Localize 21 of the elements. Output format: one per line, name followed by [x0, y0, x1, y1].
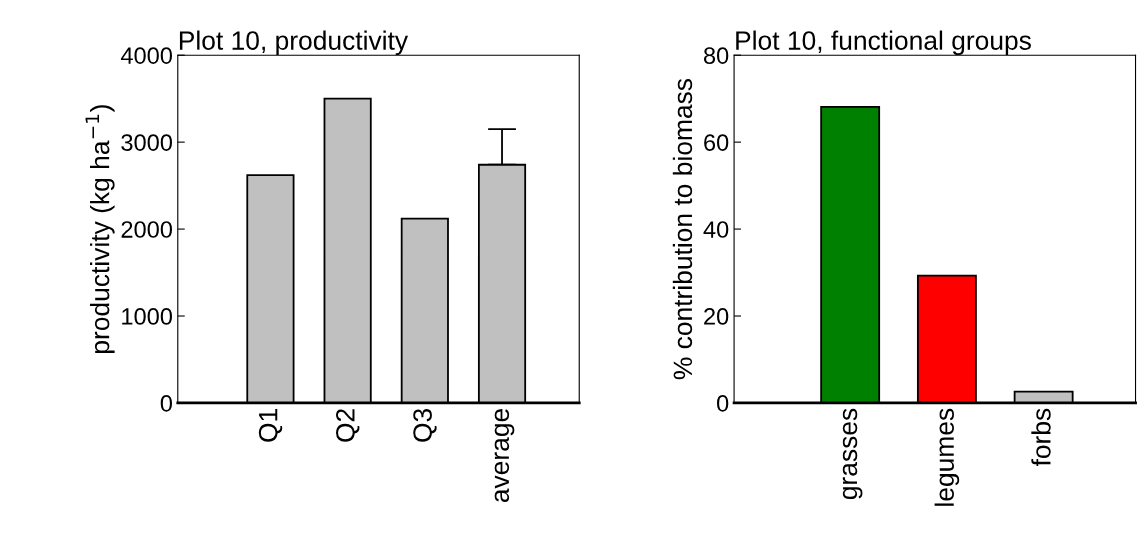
y-tick-label: 0	[717, 395, 729, 412]
y-tick-label: 80	[703, 47, 729, 64]
y-tick-label: 3000	[121, 134, 173, 151]
x-tick-label: forbs	[1031, 408, 1051, 467]
x-tick-label: Q2	[336, 409, 360, 442]
x-tick-label: Q1	[258, 409, 283, 442]
y-tick-label: 40	[703, 221, 729, 238]
y-tick-label: 2000	[121, 221, 173, 238]
y-tick-label: 60	[704, 134, 729, 151]
x-tick-label: average	[494, 408, 515, 503]
x-tick-label: Q3	[413, 408, 437, 442]
y-axis-title: % contribution to biomass	[672, 78, 693, 380]
chart-title: Plot 10, functional groups	[736, 30, 1031, 56]
y-tick-label: 0	[160, 395, 172, 412]
x-tick-label: grasses	[842, 408, 863, 500]
x-tick-label: legumes	[934, 408, 960, 506]
y-tick-label: 4000	[120, 47, 173, 64]
y-tick-label: 20	[704, 308, 729, 325]
y-axis-title: productivity (kg ha$^{−1}$)	[85, 105, 115, 353]
chart-title: Plot 10, productivity	[179, 30, 409, 56]
y-tick-label: 1000	[122, 308, 173, 325]
